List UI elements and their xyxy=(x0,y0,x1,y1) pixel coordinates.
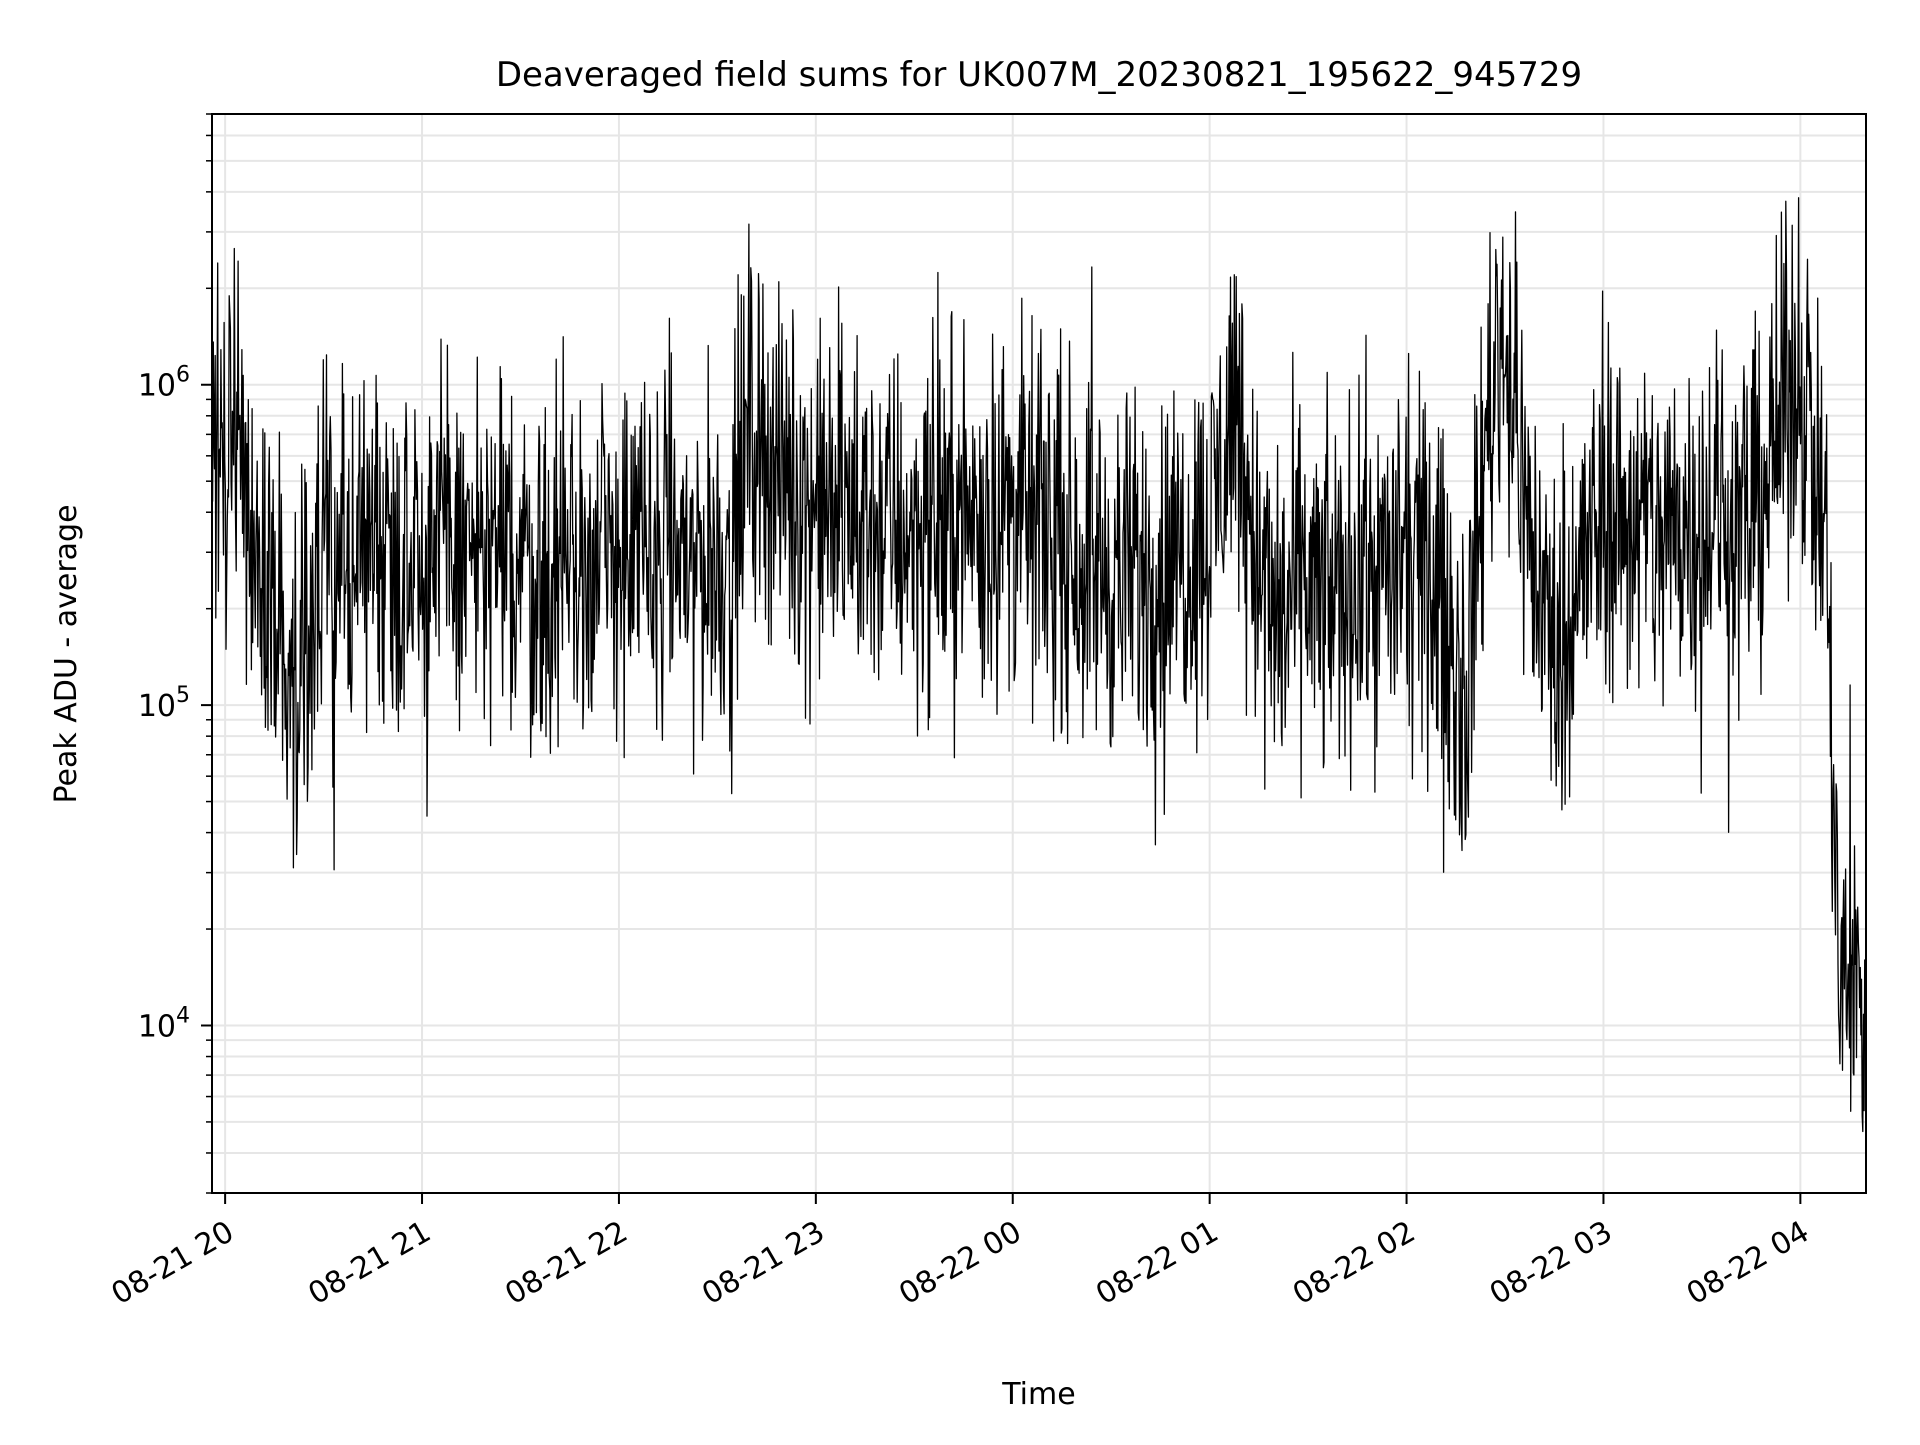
y-tick-label: 104 xyxy=(138,1003,190,1044)
y-tick-label: 105 xyxy=(138,683,190,724)
series-line xyxy=(211,197,1867,1133)
chart-title: Deaveraged field sums for UK007M_2023082… xyxy=(496,55,1582,95)
x-axis-label: Time xyxy=(1001,1377,1075,1412)
y-tick-label: 106 xyxy=(138,363,190,404)
y-axis-label: Peak ADU - average xyxy=(49,504,84,803)
plot-area-frame xyxy=(211,113,1867,1194)
series-layer xyxy=(211,197,1867,1133)
